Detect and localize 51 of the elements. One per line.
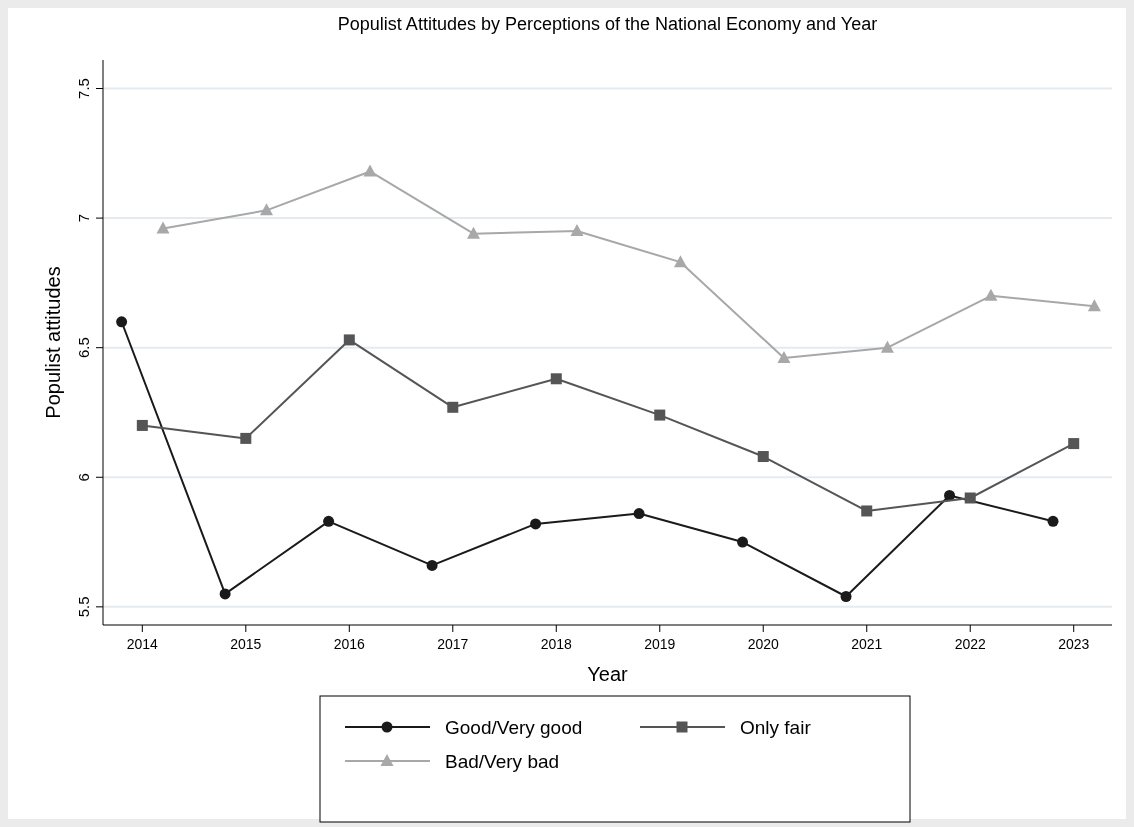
legend-label: Only fair [740,717,812,738]
legend-label: Bad/Very bad [445,751,560,772]
point [737,536,749,548]
point [840,590,852,602]
point [426,559,438,571]
point [260,203,274,216]
point [116,316,128,328]
point [363,164,377,177]
x-tick-label: 2015 [230,636,262,652]
point [136,419,148,431]
x-tick-label: 2014 [126,636,159,652]
chart-title: Populist Attitudes by Perceptions of the National Economy and Year [337,14,878,34]
x-tick-label: 2017 [437,636,469,652]
point [447,401,459,413]
legend-label: Good/Very good [445,717,583,738]
point [1087,299,1101,312]
point [343,334,355,346]
x-tick-label: 2020 [747,636,780,652]
point [550,373,562,385]
x-tick-label: 2022 [954,636,986,652]
y-tick-label: 6 [75,473,92,482]
y-tick-label: 6.5 [75,337,92,359]
point [219,588,231,600]
y-tick-label: 5.5 [75,596,92,618]
point [323,515,335,527]
point [570,224,584,237]
x-tick-label: 2019 [644,636,676,652]
point [1047,515,1059,527]
y-tick-label: 7.5 [75,78,92,99]
x-tick-label: 2023 [1058,636,1090,652]
x-tick-label: 2021 [851,636,883,652]
point [1068,438,1080,450]
y-axis-title: Populist attitudes [42,266,64,419]
x-axis-title: Year [587,663,629,685]
y-tick-label: 7 [75,213,92,223]
point [777,351,791,364]
point [964,492,976,504]
x-tick-label: 2018 [540,636,573,652]
point [861,505,873,517]
point [240,432,252,444]
point [156,221,170,234]
point [984,288,998,301]
point [944,489,956,501]
point [654,409,666,421]
point [633,508,645,520]
point [466,226,480,239]
point [673,255,687,268]
point [757,451,769,463]
point [530,518,542,530]
x-tick-label: 2016 [333,636,366,652]
point [880,340,894,353]
